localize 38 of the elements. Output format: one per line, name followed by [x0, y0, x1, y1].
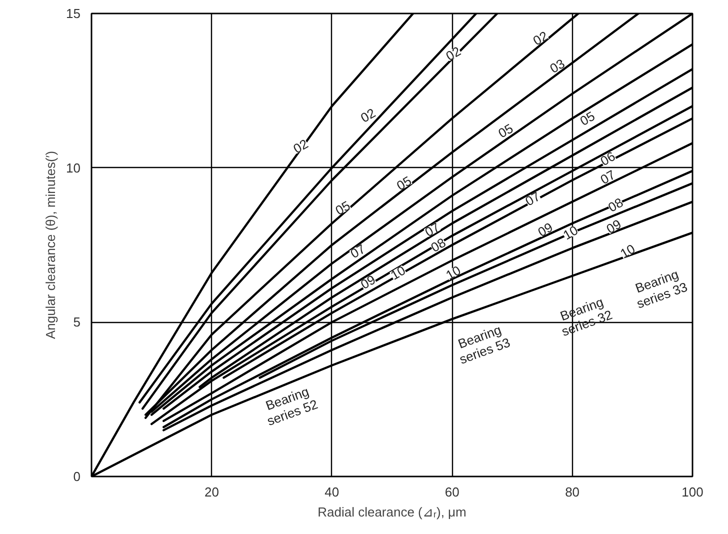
annotation: 07 [422, 219, 442, 240]
annotation: 09 [535, 219, 556, 240]
x-tick-label: 20 [204, 484, 219, 500]
annotation: Bearing series 33 [633, 266, 690, 312]
y-tick-label: 15 [66, 6, 81, 21]
annotation: 05 [496, 120, 516, 141]
annotation: 05 [577, 108, 598, 129]
annotation: 08 [428, 234, 448, 256]
annotation: Bearing series 32 [558, 294, 614, 340]
annotation: Bearing series 52 [264, 384, 320, 429]
annotation: 07 [348, 241, 368, 262]
annotation: 10 [443, 262, 464, 283]
y-tick-label: 0 [73, 469, 81, 484]
x-axis-title: Radial clearance (⊿ᵣ), μm [318, 504, 466, 520]
annotation: 07 [522, 188, 543, 209]
x-tick-label: 80 [565, 484, 580, 500]
y-tick-label: 10 [66, 160, 81, 176]
x-tick-label: 100 [682, 484, 704, 500]
annotation: 08 [606, 194, 626, 215]
x-tick-label: 40 [324, 484, 340, 500]
annotation: 05 [332, 198, 353, 218]
annotation: 02 [290, 136, 311, 156]
annotation: 10 [560, 222, 581, 243]
annotation: 09 [358, 272, 378, 292]
annotation: 07 [598, 166, 618, 188]
annotation: Bearing series 53 [456, 322, 512, 367]
annotation: 03 [547, 56, 568, 76]
annotation: 05 [394, 173, 414, 194]
annotation: 02 [530, 28, 550, 48]
x-tick-label: 60 [444, 484, 460, 500]
annotation: 06 [598, 148, 618, 169]
annotation: 09 [604, 216, 624, 237]
annotation: 02 [358, 105, 378, 126]
y-tick-label: 5 [73, 314, 81, 330]
annotation: 10 [618, 241, 638, 262]
annotation: 02 [443, 44, 464, 64]
y-axis-title: Angular clearance (θ), minutes(′) [43, 150, 58, 340]
annotation: 10 [388, 262, 408, 283]
